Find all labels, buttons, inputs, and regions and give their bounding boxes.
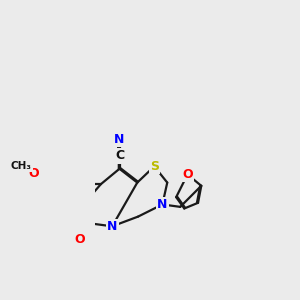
Text: N: N — [107, 220, 117, 233]
Text: S: S — [150, 160, 159, 173]
Text: N: N — [113, 133, 124, 146]
Text: CH₃: CH₃ — [11, 161, 32, 171]
Text: O: O — [182, 168, 193, 181]
Text: C: C — [115, 149, 124, 162]
Text: O: O — [28, 167, 39, 180]
Text: O: O — [74, 233, 85, 246]
Text: N: N — [157, 198, 168, 211]
